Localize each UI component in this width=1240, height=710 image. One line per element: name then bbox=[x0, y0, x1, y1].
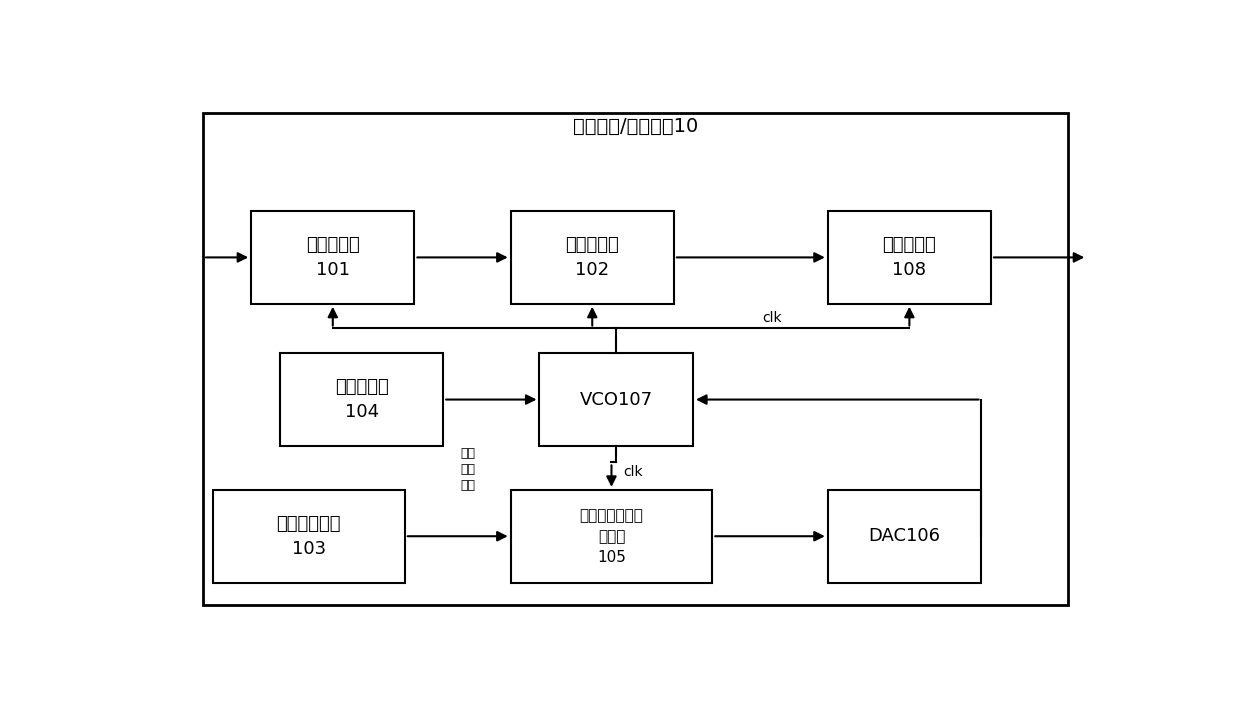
Bar bbox=[250, 211, 414, 304]
Bar bbox=[828, 490, 982, 583]
Bar bbox=[280, 353, 444, 446]
Text: 信号输入部
101: 信号输入部 101 bbox=[306, 236, 360, 279]
Text: clk: clk bbox=[763, 311, 782, 324]
Bar bbox=[213, 490, 404, 583]
Text: 信号输出部
108: 信号输出部 108 bbox=[883, 236, 936, 279]
Bar bbox=[828, 211, 991, 304]
Text: clk: clk bbox=[622, 465, 642, 479]
Text: DAC106: DAC106 bbox=[868, 528, 941, 545]
Bar bbox=[511, 211, 675, 304]
Text: VCO107: VCO107 bbox=[580, 391, 652, 408]
Bar bbox=[539, 353, 693, 446]
Bar bbox=[511, 490, 712, 583]
Text: 混沌驱动/响应系统10: 混沌驱动/响应系统10 bbox=[573, 117, 698, 136]
Text: 信号计算部
102: 信号计算部 102 bbox=[565, 236, 619, 279]
Text: 每秒冲激信号计
数单元
105: 每秒冲激信号计 数单元 105 bbox=[579, 508, 644, 564]
Text: 每秒
脉冲
信号: 每秒 脉冲 信号 bbox=[461, 447, 476, 493]
Text: 高精度晶振
104: 高精度晶振 104 bbox=[335, 378, 388, 421]
Text: 时钟同步单元
103: 时钟同步单元 103 bbox=[277, 515, 341, 558]
